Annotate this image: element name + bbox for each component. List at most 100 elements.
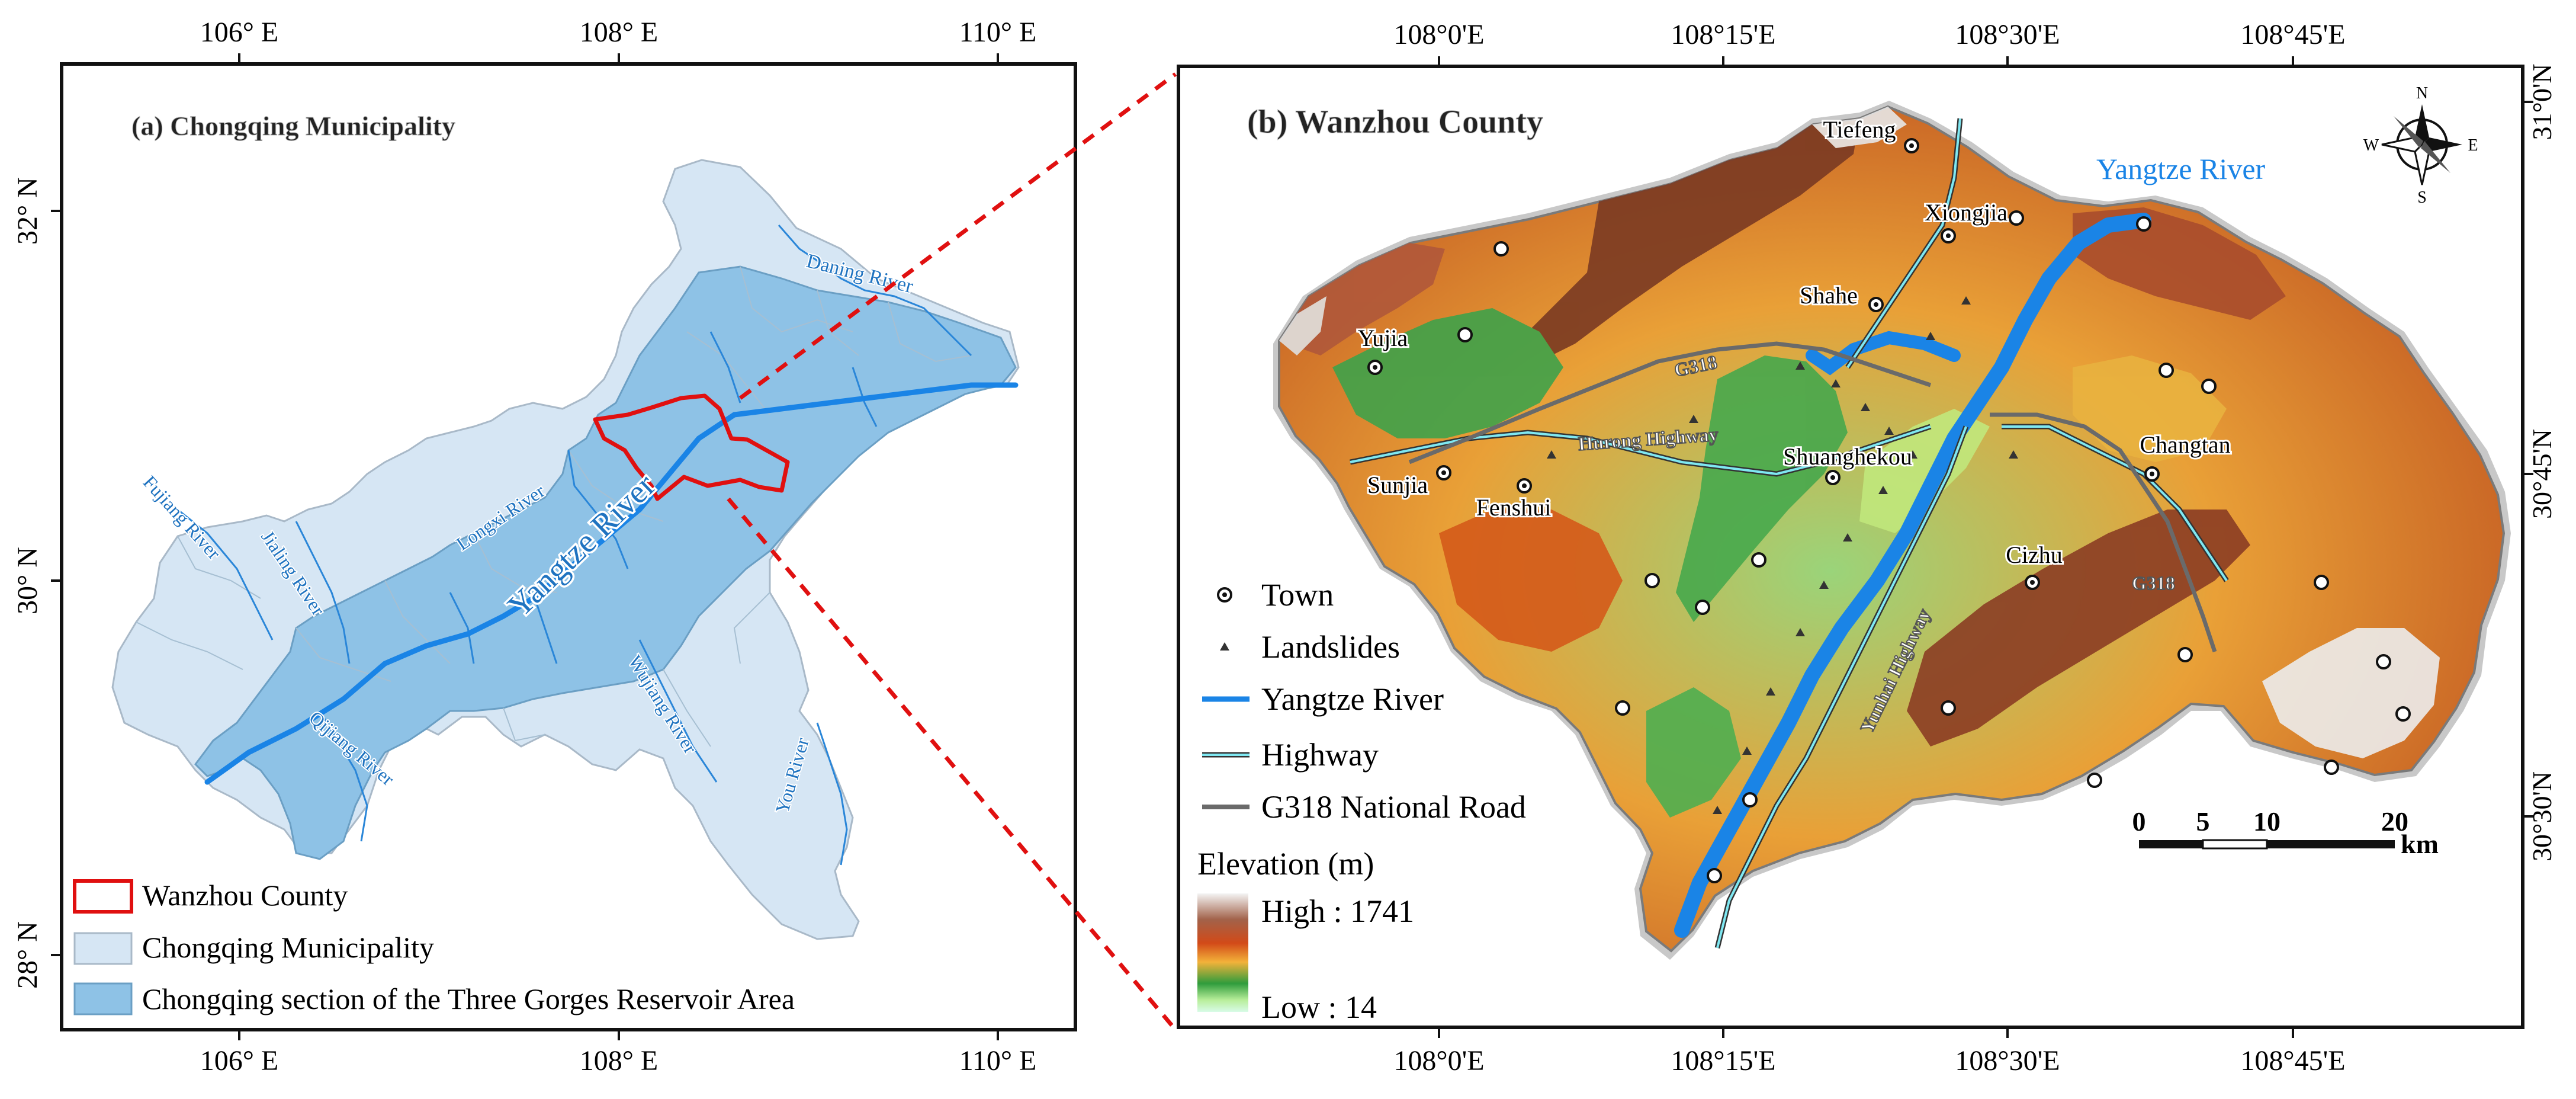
panel-b-lon-top-1: 108°0'E [1393,19,1484,50]
compass-n: N [2416,84,2428,102]
legend-chongqing-swatch [73,932,133,965]
legend-town-icon-dot [1222,592,1227,597]
town-marker-dot [1373,365,1377,370]
road-label-g318-east: G318 [2132,572,2175,594]
town-marker [2009,210,2024,226]
yangtze-river-branch [1806,331,1961,376]
compass-rose-icon: N S W E [2363,84,2478,207]
town-marker-dot [1946,233,1951,238]
scale-tick-0: 0 [2132,806,2146,837]
legend-elevation-low: Low : 14 [1261,989,1377,1025]
wanzhou-county-outline [593,393,790,501]
panel-b-lat-2: 30°45'N [2527,429,2557,519]
panel-a-lon-top-1: 106° E [200,17,279,48]
legend-wanzhou-swatch [73,879,133,914]
you-river-line [816,722,848,866]
legend-town-label: Town [1261,577,1334,613]
landslide-marker [1961,296,1971,305]
town-marker-dot [1909,143,1914,148]
panel-a: 106° E 108° E 110° E 106° E 108° E 110° … [12,17,1077,1076]
landslide-marker [1713,806,1722,814]
town-marker-dot [1441,470,1446,475]
legend-chongqing-label: Chongqing Municipality [142,931,434,964]
qijiang-river-line [319,710,368,842]
panel-b-tick-marks [1438,56,2533,1038]
town-label-xiongjia: Xiongjia [1925,199,2008,226]
longxi-river-line [567,450,629,569]
town-marker [1493,241,1509,257]
daning-river-line [778,225,972,357]
landslide-marker [1878,486,1888,494]
scale-bar: 0 5 10 20 km [2132,806,2439,859]
panel-a-lon-top-2: 108° E [580,17,659,48]
town-marker-dot [2150,472,2154,476]
town-label-yujia: Yujia [1358,325,1408,351]
panel-a-lon-top-3: 110° E [959,17,1037,48]
town-marker [2159,363,2174,378]
town-marker-dots [1373,143,2154,585]
legend-highway-label: Highway [1261,737,1379,773]
compass-w: W [2363,136,2379,155]
legend-tgra-swatch [73,982,133,1015]
town-label-shuanghekou: Shuanghekou [1783,443,1912,470]
landslide-markers [1547,296,2018,814]
landslide-marker [1796,628,1805,636]
g318-line-west [1408,341,1932,464]
town-marker-dot [1522,483,1527,488]
town-markers [1367,138,2411,883]
town-label-cizhu: Cizhu [2006,542,2063,568]
panel-a-lon-bottom-2: 108° E [580,1045,659,1076]
panel-b-lat-3: 30°30'N [2527,771,2557,861]
town-marker [2177,647,2193,662]
town-marker [1615,700,1630,716]
scale-tick-5: 5 [2196,806,2210,837]
panel-b-lon-top-3: 108°30'E [1955,19,2060,50]
legend-wanzhou-label: Wanzhou County [142,879,348,912]
town-marker [1695,600,1710,615]
legend-tgra-label: Chongqing section of the Three Gorges Re… [142,982,795,1015]
landslide-marker [1547,450,1556,459]
town-marker [1751,552,1766,568]
compass-e: E [2468,136,2478,155]
tgra-region [194,265,1017,860]
town-marker [2376,654,2391,669]
scale-tick-20: 20 [2381,806,2408,837]
town-marker [2087,773,2102,788]
jialing-river-line [295,521,351,664]
town-marker [2201,379,2217,394]
scale-tick-10: 10 [2253,806,2281,837]
connector-line-bottom [727,497,1177,1031]
town-marker [1457,327,1473,342]
panel-b-lon-bottom-4: 108°45'E [2240,1045,2345,1076]
river-tributary-4 [532,592,558,664]
town-marker-dot [1874,302,1878,307]
panel-b-lat-1: 31°0'N [2527,64,2557,140]
town-marker [1707,868,1722,883]
legend-elevation-high: High : 1741 [1261,893,1414,929]
panel-b: 108°0'E 108°15'E 108°30'E 108°45'E 108°0… [1177,19,2557,1076]
town-label-changtan: Changtan [2140,431,2230,458]
panel-a-lat-3: 28° N [12,921,43,989]
terrain-patches [1279,107,2440,818]
landslide-marker [1831,379,1841,387]
compass-s: S [2417,188,2427,207]
town-marker [1644,573,1660,588]
panel-b-lon-top-2: 108°15'E [1671,19,1775,50]
panel-a-lon-bottom-3: 110° E [959,1045,1037,1076]
legend-g318-label: G318 National Road [1261,789,1526,825]
elevation-color-ramp [1197,893,1248,1012]
town-marker [2395,706,2411,722]
yangtze-river-line-a [204,382,1019,785]
highway-east-fill [2002,425,2228,582]
river-tributary-2 [852,367,878,427]
scale-unit: km [2401,829,2439,859]
yangtze-river-label-b: Yangtze River [2096,152,2266,185]
landslide-marker [1689,415,1698,423]
legend-landslide-icon [1220,642,1229,651]
town-label-tiefeng: Tiefeng [1823,116,1896,143]
panel-a-lat-2: 30° N [12,547,43,614]
fujiang-river-line [177,508,274,640]
yunhai-highway-fill [1716,426,1967,949]
town-marker-dot [2030,580,2035,585]
